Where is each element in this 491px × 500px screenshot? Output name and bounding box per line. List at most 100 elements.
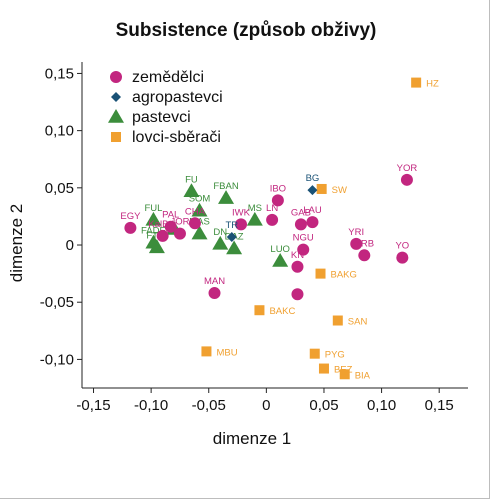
point-label: MBU bbox=[216, 347, 237, 358]
legend-label: lovci-sběrači bbox=[132, 129, 221, 146]
point-square bbox=[318, 363, 329, 374]
point-label: YO bbox=[395, 241, 409, 252]
point-square bbox=[201, 346, 212, 357]
legend-marker-diamond bbox=[111, 92, 121, 102]
point-label: YOR bbox=[397, 163, 418, 174]
y-tick-label: 0,10 bbox=[45, 123, 74, 140]
x-tick-label: 0,10 bbox=[367, 397, 396, 414]
axis-ticks: -0,15 -0,10 -0,05 0 0,05 0,10 0,15 0,15 0,10 0,05… bbox=[40, 65, 454, 414]
y-tick-label: -0,10 bbox=[40, 351, 74, 368]
point-square bbox=[339, 369, 350, 380]
point-label: BAKG bbox=[331, 270, 357, 281]
point-circle bbox=[291, 260, 304, 273]
legend-marker-circle bbox=[110, 71, 122, 83]
point-label: SOM bbox=[189, 194, 211, 205]
legend-label: agropastevci bbox=[132, 89, 223, 106]
point-label: FU bbox=[185, 174, 198, 185]
point-circle bbox=[358, 249, 371, 262]
point-label: HZ bbox=[426, 79, 439, 90]
point-circle bbox=[164, 220, 177, 233]
point-label: IWK bbox=[232, 207, 251, 218]
y-tick-label: 0,05 bbox=[45, 180, 74, 197]
point-triangle bbox=[272, 253, 289, 267]
point-diamond bbox=[307, 185, 318, 196]
x-tick-label: 0 bbox=[262, 397, 270, 414]
point-square bbox=[316, 183, 327, 194]
point-label: FBAN bbox=[213, 181, 238, 192]
point-label: BIA bbox=[355, 370, 371, 381]
point-square bbox=[411, 77, 422, 88]
point-label: DN bbox=[213, 227, 227, 238]
point-square bbox=[315, 268, 326, 279]
y-tick-label: 0 bbox=[66, 237, 74, 254]
chart-title: Subsistence (způsob obživy) bbox=[116, 20, 377, 41]
legend-label: pastevci bbox=[132, 109, 191, 126]
point-circle bbox=[291, 288, 304, 301]
point-circle bbox=[400, 173, 413, 186]
point-triangle bbox=[148, 239, 165, 254]
point-label: NGU bbox=[293, 233, 314, 244]
point-circle bbox=[208, 287, 221, 300]
point-label: CHA bbox=[185, 206, 206, 217]
point-label: BG bbox=[306, 173, 320, 184]
point-label: FUL bbox=[144, 203, 162, 214]
x-tick-label: 0,15 bbox=[425, 397, 454, 414]
point-label: LUO bbox=[270, 244, 290, 255]
point-label: FADE bbox=[141, 226, 166, 237]
point-label: LN bbox=[266, 203, 278, 214]
legend: zemědělci agropastevci pastevci lovci-sběra… bbox=[108, 69, 223, 146]
point-circle bbox=[297, 243, 310, 256]
point-label: TR bbox=[225, 220, 238, 231]
point-label: EGY bbox=[120, 211, 141, 222]
x-tick-label: -0,15 bbox=[76, 397, 110, 414]
point-label: PAL bbox=[162, 210, 179, 221]
y-tick-label: -0,05 bbox=[40, 294, 74, 311]
x-tick-label: 0,05 bbox=[309, 397, 338, 414]
point-circle bbox=[235, 218, 248, 231]
legend-label: zemědělci bbox=[132, 69, 204, 86]
point-circle bbox=[173, 227, 186, 240]
point-label: JOR bbox=[170, 217, 189, 228]
point-label: YRI bbox=[348, 227, 364, 238]
point-triangle bbox=[191, 202, 208, 217]
point-triangle bbox=[145, 211, 162, 226]
x-axis-label: dimenze 1 bbox=[213, 429, 291, 448]
point-label: PYG bbox=[325, 350, 345, 361]
point-label: MS bbox=[248, 203, 262, 214]
point-triangle bbox=[226, 240, 243, 255]
point-circle bbox=[188, 217, 201, 230]
data-points: FUFBANSOMMSDNDAZMASFULFADEFTINLUOHZSWBAK… bbox=[120, 77, 439, 381]
point-label: GAB bbox=[291, 207, 311, 218]
point-circle bbox=[294, 218, 307, 231]
point-label: SW bbox=[332, 185, 347, 196]
point-circle bbox=[306, 216, 319, 229]
point-label: IBO bbox=[270, 183, 286, 194]
point-triangle bbox=[183, 183, 200, 198]
point-label: KN bbox=[291, 250, 304, 261]
point-label: LAU bbox=[303, 205, 322, 216]
point-triangle bbox=[246, 211, 263, 226]
point-circle bbox=[124, 221, 137, 234]
point-circle bbox=[396, 251, 409, 264]
point-label: SAN bbox=[348, 317, 368, 328]
x-tick-label: -0,05 bbox=[192, 397, 226, 414]
point-square bbox=[332, 315, 343, 326]
point-label: KalBdr bbox=[148, 219, 177, 230]
point-triangle bbox=[212, 235, 229, 250]
y-tick-label: 0,15 bbox=[45, 65, 74, 82]
point-square bbox=[309, 348, 320, 359]
point-triangle bbox=[191, 225, 208, 240]
point-circle bbox=[350, 237, 363, 250]
point-label: YRB bbox=[355, 238, 375, 249]
point-label: BAKC bbox=[269, 306, 295, 317]
point-triangle bbox=[218, 190, 235, 204]
legend-marker-square bbox=[111, 132, 121, 142]
point-circle bbox=[266, 213, 279, 226]
point-label: MAN bbox=[204, 276, 225, 287]
y-axis-label: dimenze 2 bbox=[7, 204, 26, 282]
point-circle bbox=[271, 194, 284, 207]
legend-marker-triangle bbox=[108, 109, 124, 123]
point-square bbox=[254, 305, 265, 316]
